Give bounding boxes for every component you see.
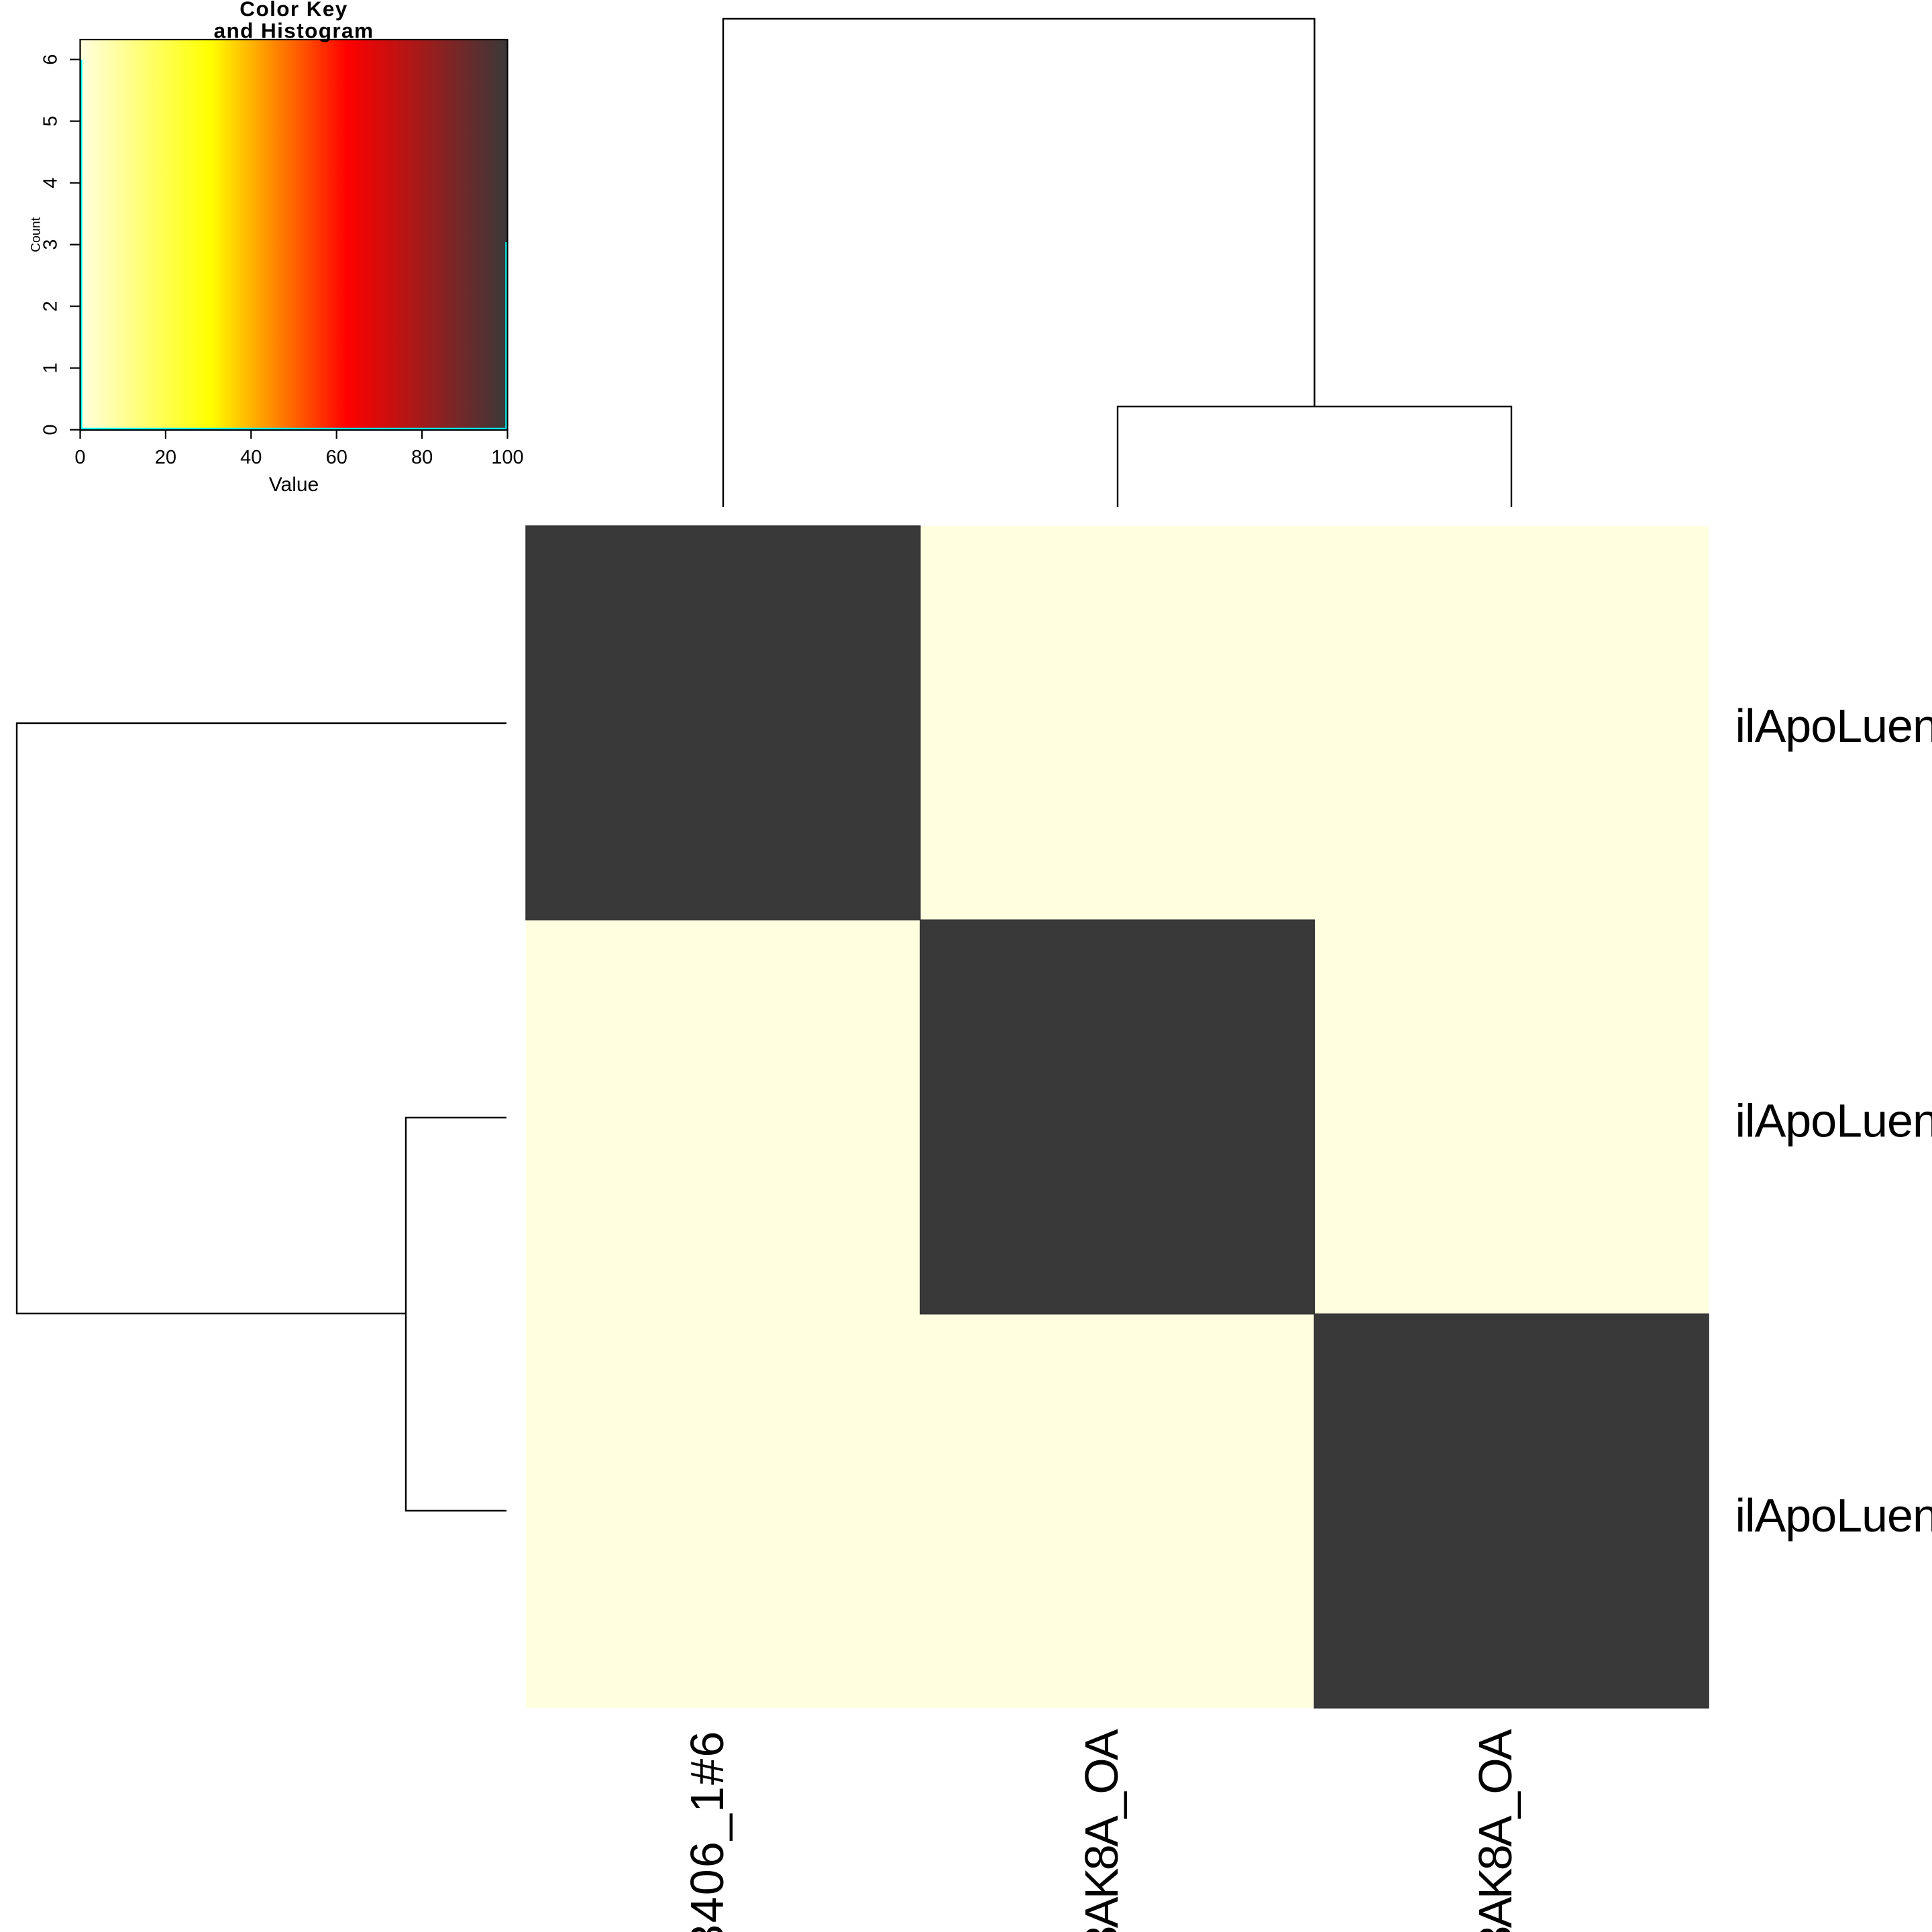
svg-text:4: 4 — [40, 178, 62, 189]
svg-text:2: 2 — [40, 301, 62, 312]
svg-text:and Histogram: and Histogram — [214, 19, 374, 43]
svg-text:Count: Count — [29, 217, 44, 252]
svg-text:6: 6 — [40, 54, 62, 65]
svg-text:Color Key: Color Key — [239, 0, 347, 21]
svg-text:Value: Value — [269, 474, 319, 496]
svg-text:ilApoLuenAK8A_OA: ilApoLuenAK8A_OA — [1735, 700, 1932, 752]
svg-text:3406_1#6: 3406_1#6 — [681, 1730, 733, 1932]
svg-text:3: 3 — [40, 239, 62, 250]
svg-text:20: 20 — [155, 447, 176, 468]
svg-text:1: 1 — [40, 363, 62, 374]
svg-text:80: 80 — [411, 447, 433, 468]
svg-text:0: 0 — [74, 447, 85, 468]
svg-text:ilApoLuenAK8A_OA: ilApoLuenAK8A_OA — [1735, 1489, 1932, 1542]
svg-text:100: 100 — [491, 447, 523, 468]
svg-text:3AK8A_OA: 3AK8A_OA — [1075, 1729, 1128, 1932]
svg-text:ilApoLuenAK8A_OA: ilApoLuenAK8A_OA — [1735, 1095, 1932, 1147]
svg-text:5: 5 — [40, 116, 62, 127]
svg-text:40: 40 — [240, 447, 262, 468]
svg-text:60: 60 — [326, 447, 347, 468]
svg-text:3AK8A_OA: 3AK8A_OA — [1469, 1729, 1521, 1932]
svg-text:0: 0 — [40, 425, 62, 435]
